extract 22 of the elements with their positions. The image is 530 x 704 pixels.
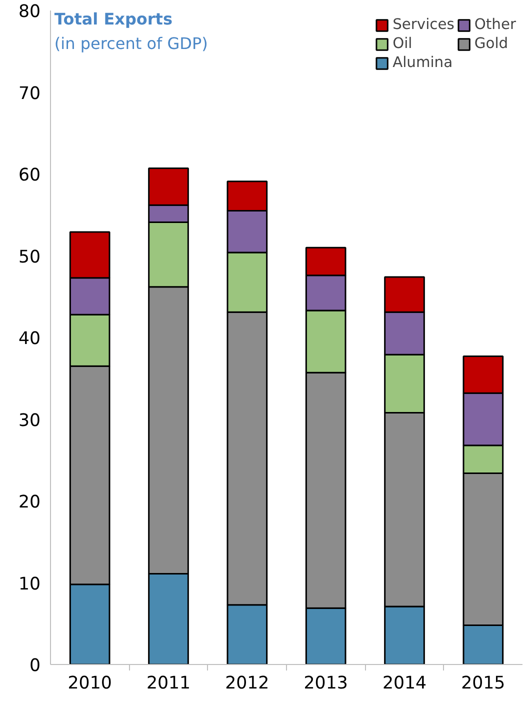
- y-tick-label: 30: [18, 410, 41, 431]
- legend-label: Oil: [392, 35, 413, 52]
- x-tick-label: 2013: [304, 674, 348, 694]
- y-tick-label: 0: [29, 656, 41, 676]
- x-tick-label: 2011: [146, 674, 191, 694]
- chart-title: Total Exports: [54, 9, 172, 28]
- legend-label: Services: [392, 16, 454, 33]
- legend-label: Other: [474, 16, 516, 33]
- x-tick-label: 2010: [68, 674, 112, 694]
- y-tick-label: 10: [18, 574, 41, 594]
- y-tick-label: 20: [18, 492, 41, 512]
- x-tick-label: 2015: [461, 674, 506, 694]
- y-tick-label: 50: [18, 247, 41, 268]
- x-tick-label: 2014: [382, 674, 427, 694]
- y-tick-label: 80: [18, 2, 41, 22]
- legend-label: Alumina: [392, 54, 453, 71]
- y-tick-label: 40: [18, 329, 41, 349]
- x-tick-label: 2012: [225, 674, 270, 694]
- legend-label: Gold: [474, 35, 508, 52]
- y-tick-label: 70: [18, 84, 41, 104]
- text: (in percent of GDP): [54, 34, 208, 54]
- y-tick-label: 60: [18, 166, 41, 186]
